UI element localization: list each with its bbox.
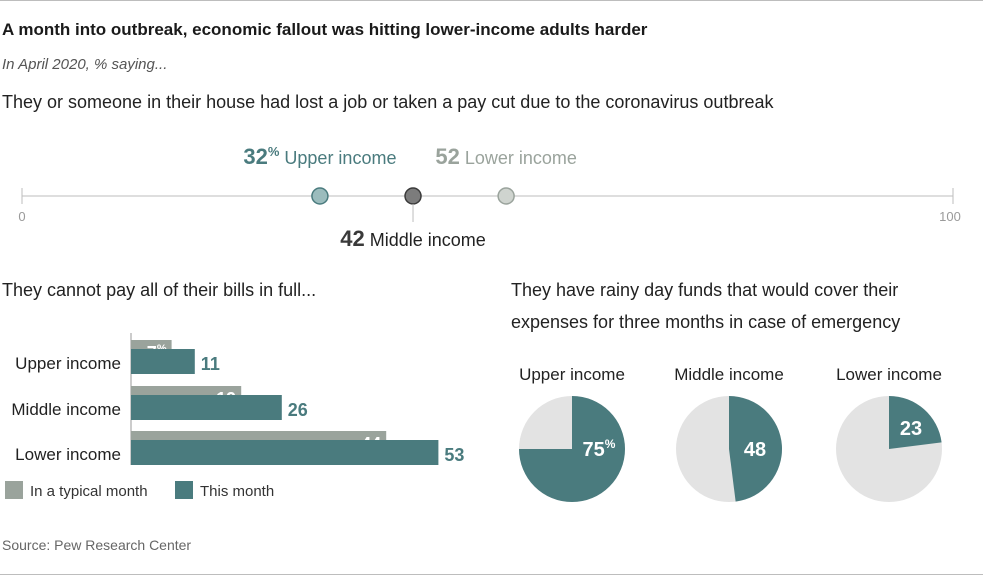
dot-plot-tick-label-0: 0: [18, 209, 25, 224]
pie-value-label-middle-income: 48: [744, 439, 766, 461]
dot-label-middle-income: 42 Middle income: [340, 226, 486, 251]
bar-this-month-middle-income: [131, 395, 282, 420]
pie-slice-upper-income: [519, 396, 625, 502]
legend-swatch-in-a-typical-month: [5, 481, 23, 499]
legend-label-in-a-typical-month: In a typical month: [30, 483, 148, 500]
legend-swatch-this-month: [175, 481, 193, 499]
dot-unit-upper-income: %: [268, 144, 280, 159]
bar-this-month-lower-income: [131, 440, 439, 465]
pie-chart-title-line-2: expenses for three months in case of eme…: [511, 312, 901, 332]
pie-label-upper-income: Upper income: [519, 365, 625, 384]
bar-value-label-this-month-upper-income: 11: [201, 354, 220, 374]
pie-value-label-upper-income: 75%: [583, 437, 616, 461]
dot-plot-title: They or someone in their house had lost …: [2, 92, 774, 112]
source-note: Source: Pew Research Center: [2, 537, 192, 553]
dot-plot-tick-label-100: 100: [939, 209, 961, 224]
dot-upper-income: [311, 187, 329, 205]
pie-value-label-lower-income: 23: [900, 418, 922, 440]
dot-lower-income: [497, 187, 515, 205]
dot-label-upper-income: 32% Upper income: [243, 144, 396, 169]
pie-value-number-upper-income: 75: [583, 439, 605, 461]
bar-this-month-upper-income: [131, 349, 195, 374]
dot-value-upper-income: 32: [243, 144, 267, 169]
bottom-rule: [0, 574, 983, 575]
pie-chart-title-line-1: They have rainy day funds that would cov…: [511, 280, 899, 300]
bar-category-label-lower-income: Lower income: [15, 445, 121, 464]
chart-title: A month into outbreak, economic fallout …: [2, 20, 648, 39]
pie-label-lower-income: Lower income: [836, 365, 942, 384]
dot-middle-income: [404, 187, 422, 205]
dot-label-lower-income: 52 Lower income: [435, 144, 577, 169]
dot-name-middle-income: Middle income: [365, 230, 486, 250]
pie-value-number-lower-income: 23: [900, 418, 922, 440]
pie-slice-middle-income: [729, 396, 782, 502]
bar-value-label-this-month-lower-income: 53: [444, 445, 464, 465]
pie-slice-lower-income: [889, 396, 942, 449]
bar-category-label-upper-income: Upper income: [15, 354, 121, 373]
pie-label-middle-income: Middle income: [674, 365, 784, 384]
bar-value-label-this-month-middle-income: 26: [288, 400, 308, 420]
dot-value-lower-income: 52: [435, 144, 459, 169]
dot-value-middle-income: 42: [340, 226, 364, 251]
pie-value-unit-upper-income: %: [605, 437, 616, 451]
legend-label-this-month: This month: [200, 483, 274, 500]
bar-category-label-middle-income: Middle income: [11, 400, 121, 419]
dot-name-lower-income: Lower income: [460, 148, 577, 168]
pie-value-number-middle-income: 48: [744, 439, 766, 461]
top-rule: [0, 0, 983, 1]
dot-name-upper-income: Upper income: [279, 148, 396, 168]
chart-subtitle: In April 2020, % saying...: [2, 56, 168, 73]
bar-chart-title: They cannot pay all of their bills in fu…: [2, 280, 317, 300]
